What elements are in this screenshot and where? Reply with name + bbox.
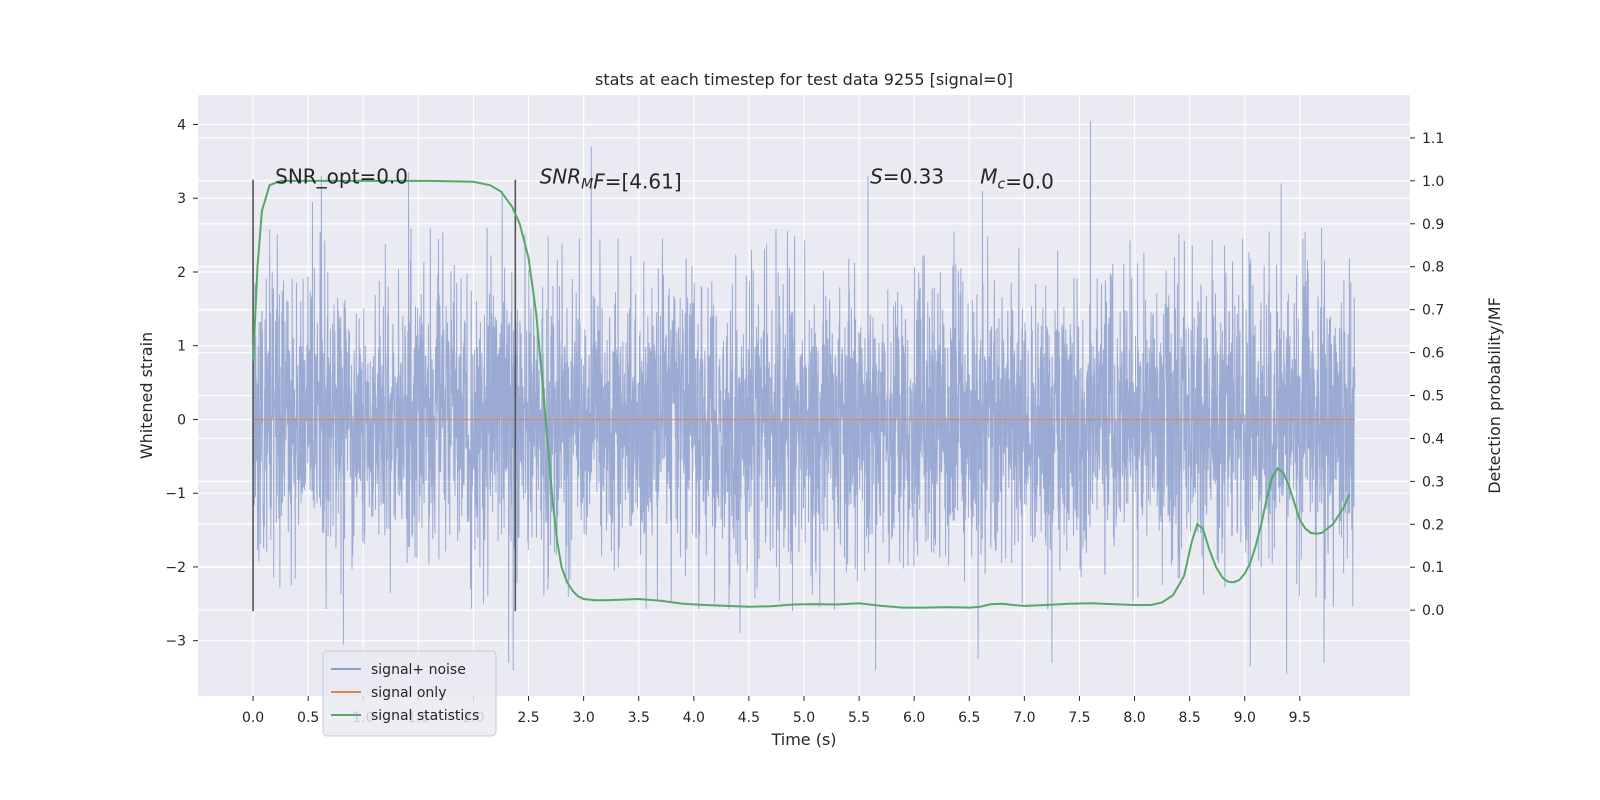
y-right-tick-label: 1.1 [1422, 131, 1444, 147]
x-tick-label: 8.5 [1179, 710, 1201, 726]
annotation-0: SNR_opt=0.0 [275, 164, 408, 188]
annotation-1: SNRMF=[4.61] [540, 164, 682, 193]
annotation-3: Mc=0.0 [980, 164, 1054, 193]
y-tick-label: −3 [165, 634, 186, 650]
y-right-tick-label: 0.3 [1422, 474, 1444, 490]
legend-label-signal-noise: signal+ noise [371, 662, 466, 678]
y-right-tick-label: 0.0 [1422, 603, 1444, 619]
y-right-tick-label: 0.4 [1422, 431, 1444, 447]
y-tick-label: −2 [165, 560, 186, 576]
y-tick-label: 4 [177, 117, 186, 133]
x-tick-label: 5.5 [848, 710, 870, 726]
y-right-tick-label: 0.8 [1422, 260, 1444, 276]
x-axis-label: Time (s) [770, 730, 836, 749]
series-signal-noise [252, 120, 1356, 674]
x-tick-label: 6.5 [958, 710, 980, 726]
x-tick-label: 4.0 [683, 710, 705, 726]
legend: signal+ noise signal only signal statist… [322, 650, 497, 737]
y-tick-label: 3 [177, 191, 186, 207]
x-tick-label: 9.0 [1234, 710, 1256, 726]
legend-label-signal-only: signal only [371, 685, 446, 701]
x-tick-label: 5.0 [793, 710, 815, 726]
legend-box [322, 650, 497, 737]
y-right-axis-ticks: 0.0 0.1 0.2 0.3 0.4 0.5 0.6 0.7 0.8 0.9 1.0 1.1 [1410, 131, 1444, 619]
x-tick-label: 7.5 [1068, 710, 1090, 726]
signal-noise-line [252, 120, 1356, 674]
x-tick-label: 2.5 [517, 710, 539, 726]
x-tick-label: 3.0 [573, 710, 595, 726]
y-right-axis-label: Detection probability/MF [1485, 297, 1504, 494]
y-axis-ticks: −3 −2 −1 0 1 2 3 4 [165, 117, 198, 650]
y-right-tick-label: 0.7 [1422, 303, 1444, 319]
y-right-tick-label: 1.0 [1422, 174, 1444, 190]
y-tick-label: 0 [177, 412, 186, 428]
x-tick-label: 3.5 [628, 710, 650, 726]
x-tick-label: 7.0 [1013, 710, 1035, 726]
x-tick-label: 4.5 [738, 710, 760, 726]
series-signal-statistics [252, 179, 1351, 609]
y-tick-label: −1 [165, 486, 186, 502]
x-tick-label: 0.0 [242, 710, 264, 726]
y-right-tick-label: 0.5 [1422, 389, 1444, 405]
x-tick-label: 9.5 [1289, 710, 1311, 726]
annotations: SNR_opt=0.0 SNRMF=[4.61] S=0.33 Mc=0.0 [275, 164, 1054, 193]
x-tick-label: 8.0 [1123, 710, 1145, 726]
y-axis-label: Whitened strain [137, 332, 156, 459]
y-right-tick-label: 0.6 [1422, 346, 1444, 362]
annotation-2: S=0.33 [870, 164, 944, 188]
x-tick-label: 6.0 [903, 710, 925, 726]
y-right-tick-label: 0.9 [1422, 217, 1444, 233]
y-right-tick-label: 0.1 [1422, 560, 1444, 576]
chart-title: stats at each timestep for test data 925… [595, 70, 1013, 89]
legend-label-signal-statistics: signal statistics [371, 708, 479, 724]
y-tick-label: 1 [177, 339, 186, 355]
y-right-tick-label: 0.2 [1422, 517, 1444, 533]
y-tick-label: 2 [177, 265, 186, 281]
vertical-markers [252, 179, 517, 612]
signal-statistics-line [252, 179, 1351, 609]
x-tick-label: 0.5 [297, 710, 319, 726]
